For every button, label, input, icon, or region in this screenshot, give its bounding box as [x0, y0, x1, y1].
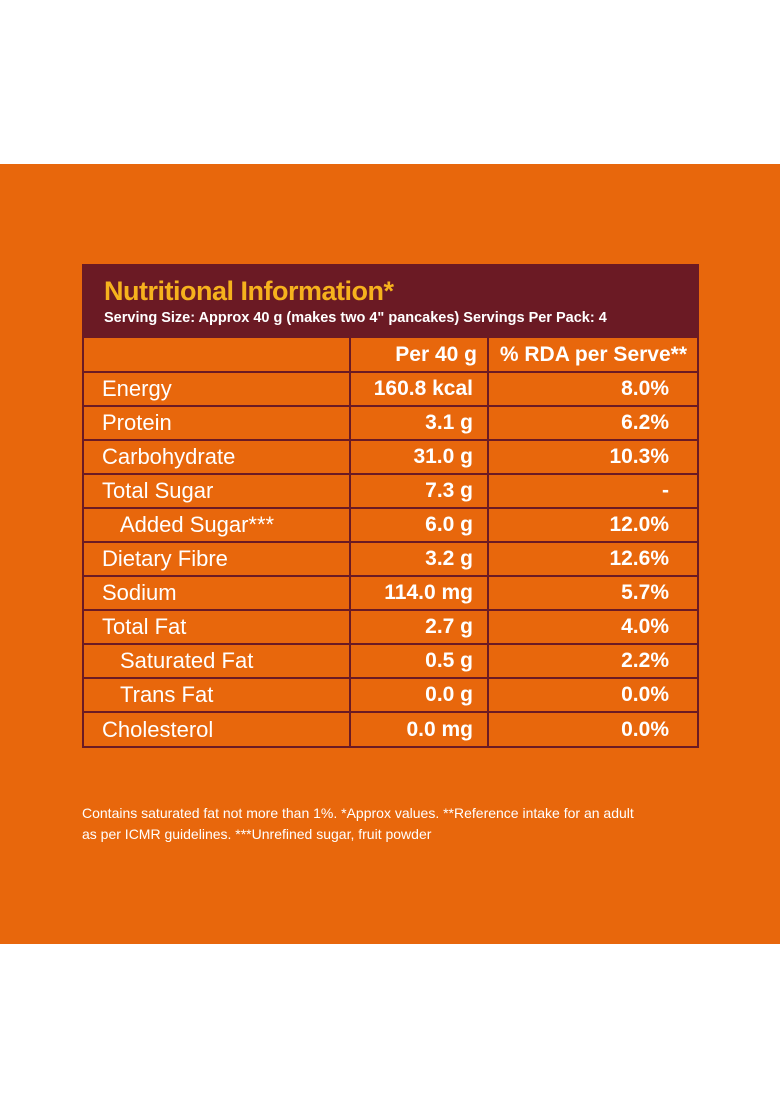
- nutrient-amount: 0.5 g: [349, 643, 489, 679]
- nutrient-amount: 3.1 g: [349, 405, 489, 441]
- table-row: Added Sugar*** 6.0 g 12.0%: [84, 507, 697, 543]
- nutrient-rda: 12.0%: [487, 507, 697, 543]
- nutrient-amount: 2.7 g: [349, 609, 489, 645]
- table-row: Carbohydrate 31.0 g 10.3%: [84, 439, 697, 475]
- nutrient-rda: 8.0%: [487, 371, 697, 407]
- footnote-line-2: as per ICMR guidelines. ***Unrefined sug…: [82, 826, 432, 842]
- nutrient-name: Dietary Fibre: [84, 541, 351, 577]
- serving-size-text: Serving Size: Approx 40 g (makes two 4" …: [104, 310, 607, 326]
- table-row: Saturated Fat 0.5 g 2.2%: [84, 643, 697, 679]
- nutrient-name: Energy: [84, 371, 351, 407]
- nutrient-amount: 114.0 mg: [349, 575, 489, 611]
- nutrient-amount: 0.0 mg: [349, 711, 489, 746]
- nutrient-rda: 0.0%: [487, 677, 697, 713]
- nutrient-amount: 160.8 kcal: [349, 371, 489, 407]
- nutrient-name: Carbohydrate: [84, 439, 351, 475]
- nutrient-rda: 4.0%: [487, 609, 697, 645]
- nutrient-amount: 6.0 g: [349, 507, 489, 543]
- footnote: Contains saturated fat not more than 1%.…: [82, 803, 722, 845]
- nutrient-name: Total Sugar: [84, 473, 351, 509]
- nutrient-rda: -: [487, 473, 697, 509]
- column-header-row: Per 40 g % RDA per Serve**: [84, 338, 697, 373]
- nutrient-name: Saturated Fat: [84, 643, 351, 679]
- nutrient-rda: 12.6%: [487, 541, 697, 577]
- rda-header: % RDA per Serve**: [487, 338, 697, 373]
- nutrient-name: Total Fat: [84, 609, 351, 645]
- table-row: Total Fat 2.7 g 4.0%: [84, 609, 697, 645]
- table-row: Total Sugar 7.3 g -: [84, 473, 697, 509]
- nutrition-title: Nutritional Information*: [104, 276, 394, 306]
- table-row: Protein 3.1 g 6.2%: [84, 405, 697, 441]
- nutrient-rda: 0.0%: [487, 711, 697, 746]
- footnote-line-1: Contains saturated fat not more than 1%.…: [82, 805, 634, 821]
- nutrient-name: Protein: [84, 405, 351, 441]
- nutrient-amount: 7.3 g: [349, 473, 489, 509]
- nutrient-amount: 31.0 g: [349, 439, 489, 475]
- nutrient-name: Cholesterol: [84, 711, 351, 746]
- nutrition-table: Nutritional Information* Serving Size: A…: [82, 264, 699, 748]
- nutrient-name: Sodium: [84, 575, 351, 611]
- table-row: Energy 160.8 kcal 8.0%: [84, 371, 697, 407]
- nutrient-amount: 3.2 g: [349, 541, 489, 577]
- nutrient-rda: 10.3%: [487, 439, 697, 475]
- empty-header-cell: [84, 338, 351, 373]
- title-band: Nutritional Information* Serving Size: A…: [84, 266, 697, 338]
- table-row: Trans Fat 0.0 g 0.0%: [84, 677, 697, 713]
- nutrient-amount: 0.0 g: [349, 677, 489, 713]
- nutrient-rda: 6.2%: [487, 405, 697, 441]
- per-serving-header: Per 40 g: [349, 338, 489, 373]
- table-row: Sodium 114.0 mg 5.7%: [84, 575, 697, 611]
- nutrient-name: Trans Fat: [84, 677, 351, 713]
- nutrient-name: Added Sugar***: [84, 507, 351, 543]
- nutrient-grid: Per 40 g % RDA per Serve** Energy 160.8 …: [84, 338, 697, 746]
- table-row: Cholesterol 0.0 mg 0.0%: [84, 711, 697, 746]
- table-row: Dietary Fibre 3.2 g 12.6%: [84, 541, 697, 577]
- nutrient-rda: 5.7%: [487, 575, 697, 611]
- nutrient-rda: 2.2%: [487, 643, 697, 679]
